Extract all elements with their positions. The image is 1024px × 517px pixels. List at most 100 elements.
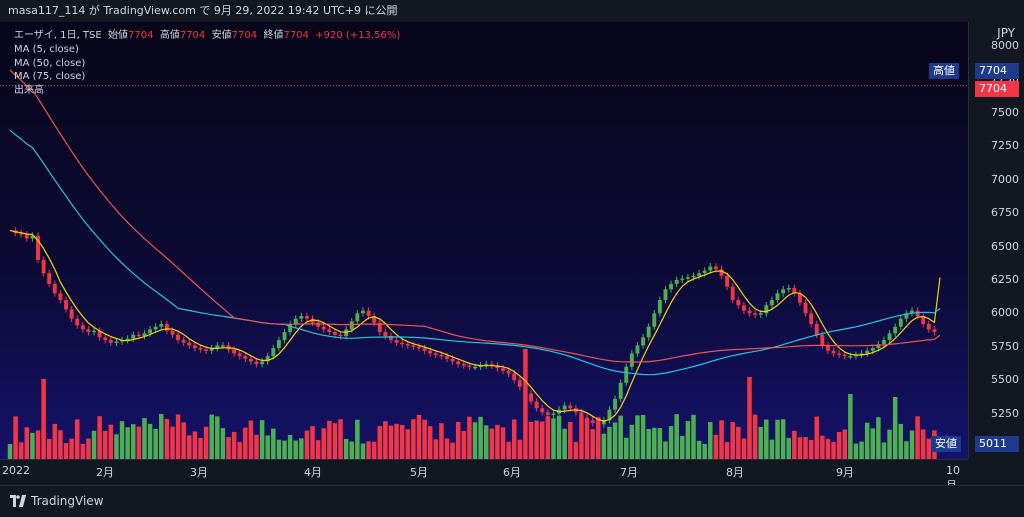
candle-body — [730, 286, 735, 300]
volume-bar — [388, 425, 394, 459]
volume-bar — [551, 418, 556, 459]
volume-bar — [797, 437, 803, 459]
volume-bar — [349, 441, 354, 459]
volume-bar — [231, 431, 237, 459]
candle-body — [842, 354, 847, 357]
volume-bar — [455, 421, 461, 459]
candle-body — [663, 289, 668, 300]
volume-bar — [142, 418, 147, 459]
candle-body — [142, 333, 147, 337]
candle-body — [260, 361, 265, 365]
x-tick-label: 2022 — [2, 464, 30, 477]
ma5-line — [9, 229, 941, 422]
chart-plot-area[interactable] — [0, 22, 968, 459]
candle-body — [820, 334, 825, 346]
volume-bar — [590, 429, 595, 459]
close-value: 7704 — [283, 30, 309, 41]
tradingview-logo[interactable]: TradingView — [10, 494, 104, 508]
y-tick-label: 6250 — [991, 272, 1019, 286]
volume-bar — [24, 427, 30, 459]
open-value: 7704 — [128, 30, 154, 41]
volume-bar — [568, 421, 573, 459]
volume-bar — [769, 439, 775, 459]
volume-bar — [405, 429, 411, 459]
candles — [13, 227, 937, 428]
candle-body — [114, 341, 119, 343]
candle-body — [299, 316, 304, 319]
y-tick-label: 5500 — [991, 373, 1019, 387]
volume-bar — [713, 434, 719, 459]
candle-body — [887, 333, 892, 341]
candle-body — [450, 358, 455, 362]
volume-bar — [265, 435, 270, 459]
volume-bar — [63, 443, 69, 459]
volume-bar — [668, 426, 674, 459]
price-axis[interactable]: JPY 800077507500725070006750650062506000… — [929, 22, 1024, 459]
candle-body — [590, 420, 595, 423]
candle-body — [433, 353, 438, 355]
candle-body — [338, 334, 343, 337]
candle-body — [545, 412, 550, 415]
last-price-tag: 7704 — [975, 81, 1019, 97]
candle-body — [618, 382, 623, 399]
candle-body — [248, 358, 253, 362]
candle-body — [792, 287, 797, 294]
candle-body — [24, 234, 29, 239]
volume-bar — [293, 440, 298, 459]
volume-bar — [13, 416, 18, 459]
candle-body — [910, 310, 914, 314]
volume-bar — [310, 426, 315, 459]
volume-bar — [433, 439, 439, 459]
brand-label: TradingView — [31, 494, 104, 508]
volume-bar — [125, 427, 130, 459]
volume-bar — [86, 438, 91, 459]
volume-bar — [226, 437, 231, 459]
y-tick-label: 5250 — [991, 406, 1019, 420]
candle-body — [596, 422, 601, 425]
candle-body — [607, 409, 612, 421]
volume-bar — [259, 420, 265, 459]
volume-bars — [7, 349, 937, 459]
volume-bar — [495, 424, 500, 459]
candle-body — [831, 350, 836, 354]
volume-bar — [439, 423, 444, 459]
volume-bar — [422, 419, 427, 459]
volume-bar — [416, 414, 422, 459]
legend-ma50[interactable]: MA (50, close) — [14, 57, 86, 69]
x-tick-label: 9月 — [836, 466, 854, 479]
candle-body — [282, 332, 287, 341]
candle-body — [164, 324, 169, 331]
volume-bar — [243, 427, 248, 459]
volume-bar — [635, 415, 640, 459]
candle-body — [445, 356, 449, 359]
volume-bar — [696, 440, 702, 459]
symbol-label[interactable]: エーザイ, 1日, TSE — [14, 30, 102, 41]
volume-bar — [534, 420, 539, 459]
volume-bar — [170, 426, 175, 459]
candle-body — [456, 361, 461, 365]
volume-bar — [898, 423, 904, 459]
volume-bar — [652, 427, 657, 459]
volume-bar — [528, 421, 534, 459]
volume-bar — [299, 438, 304, 459]
candle-body — [786, 287, 791, 290]
volume-bar — [887, 429, 892, 459]
legend-volume[interactable]: 出来高 — [14, 85, 44, 97]
low-price-tag: 5011 — [975, 436, 1019, 452]
legend-ma5[interactable]: MA (5, close) — [14, 43, 79, 55]
candle-body — [713, 266, 718, 270]
volume-bar — [282, 440, 287, 459]
candle-body — [389, 336, 393, 341]
volume-bar — [736, 426, 741, 459]
volume-bar — [775, 419, 780, 459]
candle-body — [691, 275, 696, 278]
candle-body — [243, 356, 248, 359]
candle-body — [551, 413, 556, 416]
volume-bar — [103, 430, 108, 459]
volume-bar — [506, 441, 511, 459]
volume-bar — [786, 438, 791, 459]
volume-bar — [708, 422, 713, 459]
legend-ma75[interactable]: MA (75, close) — [14, 71, 86, 83]
x-tick-label: 7月 — [620, 466, 638, 479]
time-axis[interactable]: 20222月3月4月5月6月7月8月9月10月 — [0, 459, 968, 492]
